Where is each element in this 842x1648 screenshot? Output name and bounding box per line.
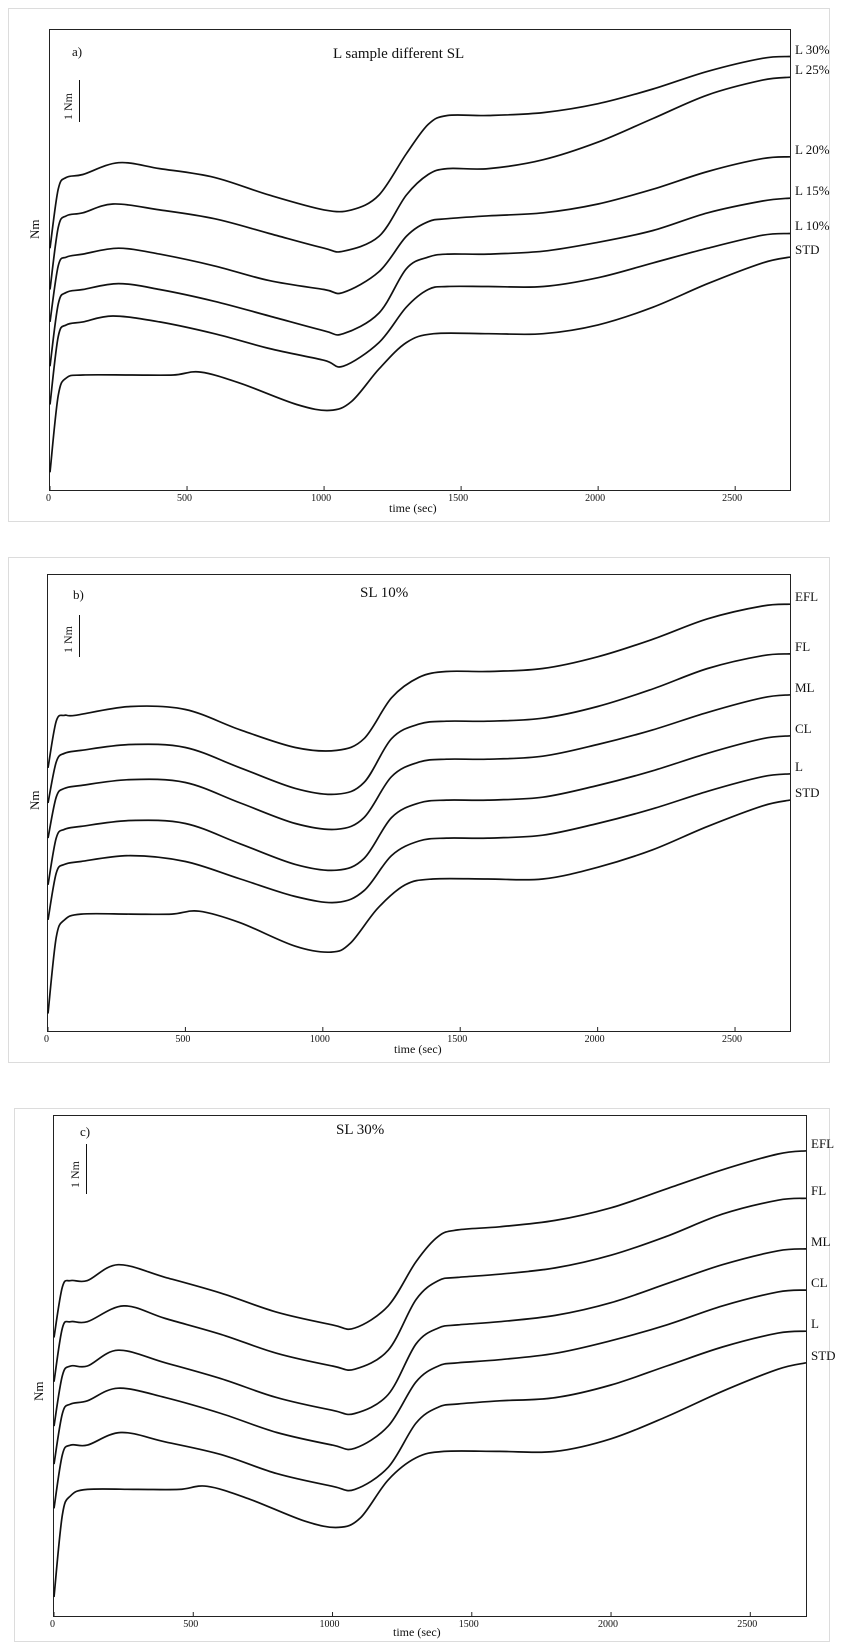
x-tick-label-b-5: 2500 (722, 1034, 743, 1045)
chart-svg-c (53, 1149, 807, 1616)
x-tick-label-b-4: 2000 (584, 1034, 605, 1045)
x-tick-label-a-3: 1500 (448, 493, 469, 504)
y-axis-label-c: Nm (31, 1381, 46, 1402)
series-line-b-0 (47, 603, 791, 769)
series-line-a-0 (49, 55, 791, 249)
x-tick-label-c-5: 2500 (737, 1619, 758, 1630)
scale-bar-a (79, 80, 80, 122)
series-label-c-2: ML (811, 1233, 831, 1249)
panel-label-c: c) (80, 1124, 91, 1139)
x-tick-label-c-1: 500 (183, 1619, 199, 1630)
series-line-a-2 (49, 155, 791, 323)
chart-svg-a (49, 55, 791, 490)
series-label-c-3: CL (811, 1275, 828, 1291)
scale-label-a: 1 Nm (61, 93, 75, 120)
series-label-b-5: STD (795, 785, 820, 801)
series-label-b-4: L (795, 758, 803, 774)
plot-area-b: b) SL 10% 1 Nm (47, 574, 791, 1032)
series-label-c-4: L (811, 1316, 819, 1332)
chart-title-c: SL 30% (336, 1122, 385, 1138)
series-label-a-0: L 30% (795, 41, 830, 57)
x-tick-label-b-1: 500 (175, 1034, 191, 1045)
x-tick-label-c-4: 2000 (598, 1619, 619, 1630)
x-tick-label-a-0: 0 (46, 493, 51, 504)
panel-b: b) SL 10% 1 Nm Nm time (sec) 0 500 1000 150… (8, 557, 830, 1063)
series-line-c-1 (53, 1197, 807, 1382)
series-label-b-1: FL (795, 638, 811, 654)
x-tick-label-b-0: 0 (44, 1034, 49, 1045)
series-line-b-3 (47, 734, 791, 885)
series-line-c-3 (53, 1289, 807, 1465)
series-line-a-3 (49, 197, 791, 367)
series-label-c-5: STD (811, 1347, 836, 1363)
scale-bar-c (86, 1144, 87, 1194)
x-tick-label-b-3: 1500 (447, 1034, 468, 1045)
scale-label-c: 1 Nm (68, 1161, 82, 1188)
series-label-c-1: FL (811, 1183, 827, 1199)
series-label-a-5: STD (795, 242, 820, 258)
series-line-a-4 (49, 232, 791, 405)
series-line-b-4 (47, 772, 791, 921)
x-tick-label-a-4: 2000 (585, 493, 606, 504)
panel-c: c) SL 30% 1 Nm Nm time (sec) 0 500 1000 150… (14, 1108, 836, 1642)
series-label-b-2: ML (795, 679, 815, 695)
x-tick-label-c-3: 1500 (458, 1619, 479, 1630)
panel-label-a: a) (72, 44, 83, 59)
x-axis-label-b: time (sec) (394, 1042, 442, 1056)
series-line-a-5 (49, 256, 791, 473)
plot-area-a: a) L sample different SL 1 Nm (49, 29, 791, 491)
scale-label-b: 1 Nm (61, 626, 75, 653)
y-axis-label-a: Nm (27, 219, 42, 240)
plot-area-c: c) SL 30% 1 Nm (53, 1115, 807, 1617)
series-label-c-0: EFL (811, 1135, 835, 1151)
series-label-a-4: L 10% (795, 218, 830, 234)
scale-bar-b (79, 615, 80, 657)
chart-svg-b (47, 603, 791, 1031)
x-tick-label-a-2: 1000 (311, 493, 332, 504)
series-label-b-0: EFL (795, 589, 819, 605)
x-tick-label-a-5: 2500 (722, 493, 743, 504)
series-label-a-1: L 25% (795, 62, 830, 78)
x-axis-label-c: time (sec) (393, 1625, 441, 1639)
series-line-c-5 (53, 1361, 807, 1598)
series-line-b-1 (47, 653, 791, 804)
series-line-c-0 (53, 1149, 807, 1338)
series-line-b-2 (47, 693, 791, 839)
x-tick-label-a-1: 500 (177, 493, 193, 504)
series-label-a-2: L 20% (795, 141, 830, 157)
series-line-b-5 (47, 799, 791, 1014)
chart-title-a: L sample different SL (333, 46, 465, 62)
panel-label-b: b) (73, 587, 84, 602)
chart-title-b: SL 10% (360, 585, 409, 601)
series-line-c-4 (53, 1330, 807, 1509)
series-label-b-3: CL (795, 720, 812, 736)
panel-a: a) L sample different SL 1 Nm Nm time (s… (8, 8, 830, 522)
y-axis-label-b: Nm (27, 790, 42, 811)
series-line-c-2 (53, 1248, 807, 1427)
series-label-a-3: L 15% (795, 183, 830, 199)
x-tick-label-b-2: 1000 (309, 1034, 330, 1045)
series-line-a-1 (49, 76, 791, 290)
x-axis-label-a: time (sec) (389, 501, 437, 515)
x-tick-label-c-2: 1000 (319, 1619, 340, 1630)
x-tick-label-c-0: 0 (50, 1619, 55, 1630)
